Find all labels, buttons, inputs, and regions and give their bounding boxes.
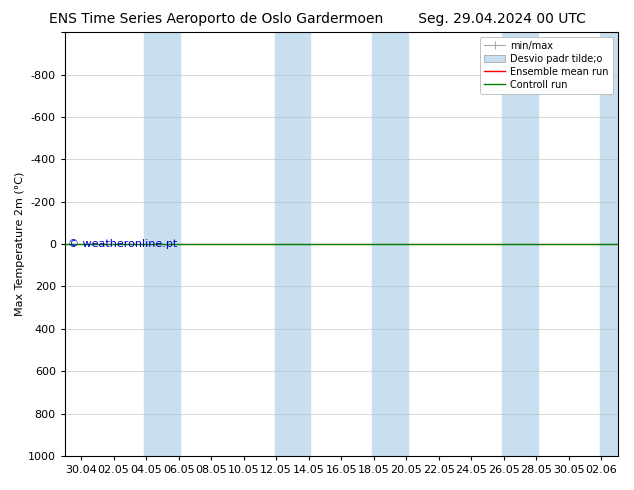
Text: © weatheronline.pt: © weatheronline.pt (68, 239, 177, 249)
Bar (372, 32, 408, 456)
Bar (145, 32, 180, 456)
Bar (600, 32, 618, 456)
Y-axis label: Max Temperature 2m (°C): Max Temperature 2m (°C) (15, 172, 25, 316)
Legend: min/max, Desvio padr tilde;o, Ensemble mean run, Controll run: min/max, Desvio padr tilde;o, Ensemble m… (480, 37, 612, 94)
Bar (502, 32, 538, 456)
Text: ENS Time Series Aeroporto de Oslo Gardermoen        Seg. 29.04.2024 00 UTC: ENS Time Series Aeroporto de Oslo Garder… (49, 12, 585, 26)
Bar (275, 32, 310, 456)
